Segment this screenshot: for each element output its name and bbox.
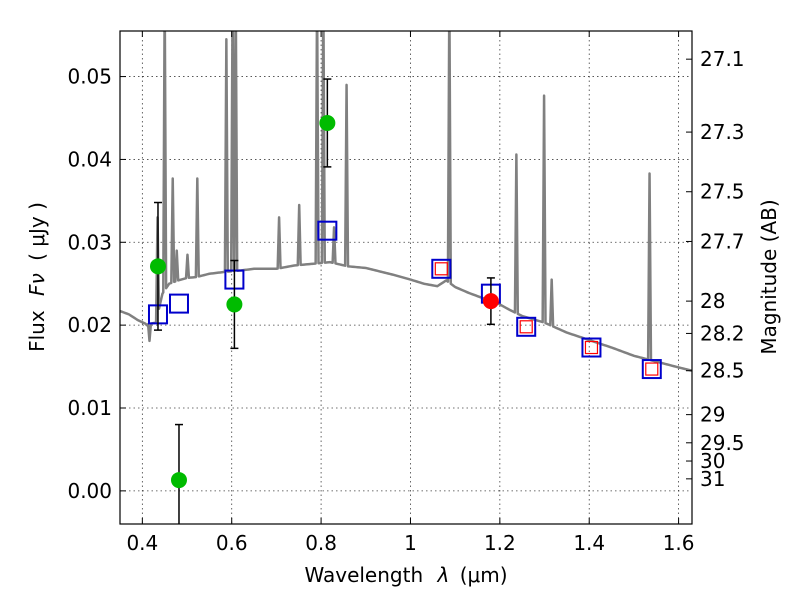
inner-red-square [584,340,599,355]
y-tick-label: 0.03 [67,230,112,254]
model-photometry-square [581,337,602,358]
mag-tick-label: 27.1 [700,47,745,71]
x-axis-label: Wavelength λ (μm) [304,563,507,587]
mag-tick-label: 29 [700,403,725,427]
points-layer [147,78,662,524]
y2-axis-label: Magnitude (AB) [757,199,781,354]
mag-tick-label: 31 [700,467,725,491]
model-photometry-square [317,220,338,241]
inner-red-square [434,262,448,276]
mag-tick-label: 27.7 [700,229,745,253]
plot-border [119,30,693,525]
mag-tick-label: 30 [700,449,725,473]
x-tick-label: 0.6 [216,531,248,555]
model-photometry-square [431,258,452,279]
x-tick-label: 1.2 [484,531,516,555]
mag-tick-label: 28 [700,289,725,313]
x-tick-label: 1.6 [663,531,695,555]
mag-tick-label: 27.5 [700,180,745,204]
x-tick-label: 1 [404,531,417,555]
observed-red-point [482,293,499,310]
observed-green-point [226,296,243,313]
observed-green-point [170,472,187,489]
spectrum-layer [120,31,692,372]
y-axis-label: Flux Fν ( μJy ) [25,202,49,352]
axes-frame [119,30,693,525]
mag-tick-label: 28.2 [700,321,745,345]
y-tick-label: 0.04 [67,147,112,171]
y-tick-label: 0.02 [67,313,112,337]
tick-labels: 0.4 0.6 0.8 1 1.2 1.4 1.6 0.00 0.01 0.02 0.03 0.04 0… [67,31,745,555]
inner-red-square [645,362,659,376]
mag-tick-label: 27.3 [700,120,745,144]
y-tick-label: 0.00 [67,479,112,503]
inner-red-square [519,320,533,334]
grid-lines [120,31,692,524]
x-tick-label: 0.4 [126,531,158,555]
x-tick-label: 0.8 [305,531,337,555]
model-photometry-square [168,293,189,314]
mag-tick-label: 29.5 [700,431,745,455]
observed-green-point [149,258,166,275]
model-photometry-square [516,316,537,337]
spectrum-line [120,31,692,372]
x-tick-label: 1.4 [573,531,605,555]
mag-tick-label: 28.5 [700,359,745,383]
y-tick-label: 0.05 [67,65,112,89]
model-photometry-square [641,359,662,380]
observed-green-point [319,114,336,131]
y-tick-label: 0.01 [67,396,112,420]
